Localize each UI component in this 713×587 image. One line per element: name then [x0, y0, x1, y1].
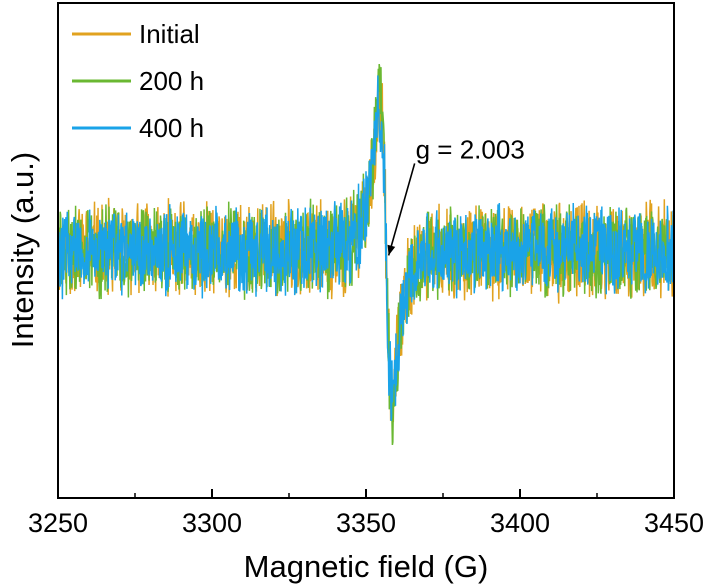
series-layer	[59, 63, 673, 446]
x-axis-tick-labels: 3250 3300 3350 3400 3450	[28, 508, 704, 538]
series-line-400-h	[59, 75, 673, 422]
x-tick-label: 3250	[28, 508, 88, 538]
x-tick-label: 3450	[644, 508, 704, 538]
annotation: g = 2.003	[387, 134, 525, 256]
x-tick-label: 3350	[336, 508, 396, 538]
legend: Initial 200 h 400 h	[72, 19, 204, 143]
x-axis-ticks	[57, 489, 675, 498]
x-tick-label: 3300	[182, 508, 242, 538]
annotation-arrow	[387, 163, 416, 256]
y-axis-title: Intensity (a.u.)	[5, 152, 40, 348]
annotation-label: g = 2.003	[416, 134, 525, 164]
annotation-arrowhead	[387, 244, 396, 256]
legend-label: Initial	[139, 19, 200, 49]
x-tick-label: 3400	[490, 508, 550, 538]
x-axis-title: Magnetic field (G)	[244, 549, 489, 584]
legend-label: 200 h	[139, 66, 204, 96]
legend-label: 400 h	[139, 113, 204, 143]
